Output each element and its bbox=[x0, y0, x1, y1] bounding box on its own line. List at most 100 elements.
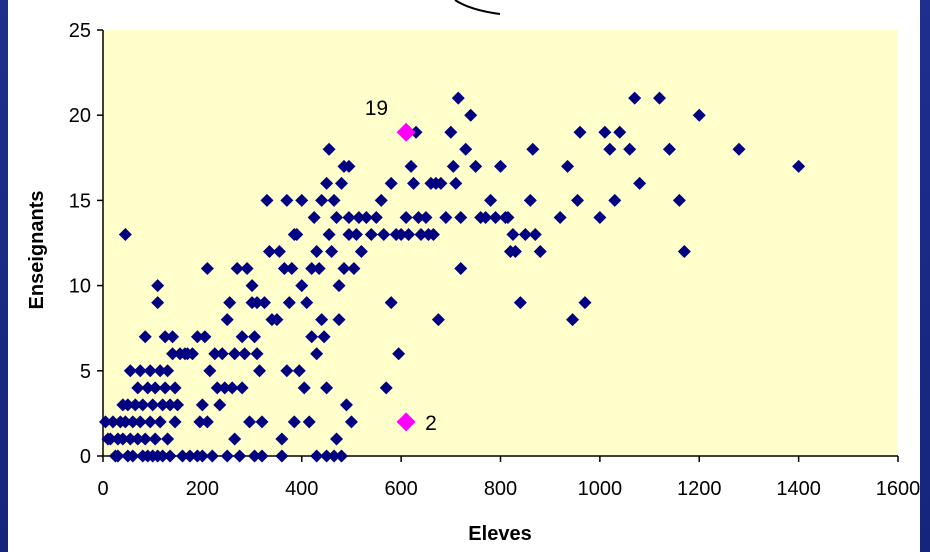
data-point bbox=[335, 176, 348, 190]
data-point bbox=[402, 227, 416, 241]
data-point bbox=[312, 262, 326, 276]
data-point bbox=[523, 193, 537, 207]
data-point bbox=[255, 449, 269, 463]
data-point bbox=[230, 262, 244, 276]
x-tick-label: 0 bbox=[97, 478, 108, 500]
data-point bbox=[143, 364, 157, 378]
plot-area bbox=[103, 30, 898, 456]
data-point bbox=[285, 262, 299, 276]
data-point bbox=[248, 449, 262, 463]
data-point bbox=[292, 364, 306, 378]
data-point bbox=[277, 262, 291, 276]
data-point bbox=[339, 398, 353, 412]
data-point bbox=[225, 381, 239, 395]
data-point bbox=[168, 415, 182, 429]
data-point bbox=[566, 313, 580, 327]
data-point bbox=[228, 432, 242, 446]
data-point bbox=[342, 227, 356, 241]
data-point bbox=[344, 415, 358, 429]
data-point bbox=[513, 296, 527, 310]
data-point bbox=[121, 398, 135, 412]
data-point bbox=[662, 142, 676, 156]
data-point bbox=[653, 91, 666, 105]
data-point bbox=[103, 432, 117, 446]
data-point bbox=[305, 262, 319, 276]
y-tick-label: 20 bbox=[69, 105, 91, 127]
data-point bbox=[153, 364, 167, 378]
data-point bbox=[240, 262, 254, 276]
data-point bbox=[322, 227, 336, 241]
data-point bbox=[138, 330, 152, 344]
data-point bbox=[208, 347, 222, 361]
data-point bbox=[260, 193, 274, 207]
y-tick-label: 10 bbox=[69, 276, 91, 298]
data-point bbox=[451, 91, 465, 105]
axis-labels: 0 200 400 600 800 1000 1200 1400 1600 0 5 10 15 20 25 1… bbox=[69, 20, 921, 500]
data-point bbox=[166, 347, 180, 361]
data-point bbox=[310, 449, 324, 463]
data-point bbox=[330, 432, 344, 446]
x-axis-title: Eleves bbox=[468, 523, 531, 545]
data-point bbox=[342, 210, 356, 224]
data-point bbox=[571, 193, 585, 207]
x-tick-label: 1600 bbox=[876, 478, 921, 500]
data-point bbox=[354, 245, 368, 259]
y-axis-title: Enseignants bbox=[26, 191, 48, 310]
data-point bbox=[200, 262, 214, 276]
data-point bbox=[210, 381, 224, 395]
data-point bbox=[359, 210, 373, 224]
data-point bbox=[98, 415, 112, 429]
data-point bbox=[349, 227, 363, 241]
data-point bbox=[459, 142, 473, 156]
data-point bbox=[526, 142, 540, 156]
data-point bbox=[379, 381, 393, 395]
data-point bbox=[528, 227, 542, 241]
data-point bbox=[106, 415, 120, 429]
data-point bbox=[193, 415, 207, 429]
data-point bbox=[111, 449, 125, 463]
data-point bbox=[156, 398, 170, 412]
x-tick-label: 800 bbox=[484, 478, 517, 500]
highlight-point bbox=[396, 412, 416, 432]
data-point bbox=[409, 125, 423, 139]
data-point bbox=[141, 381, 155, 395]
data-point bbox=[190, 330, 204, 344]
data-points bbox=[98, 91, 806, 463]
data-point bbox=[628, 91, 642, 105]
x-tick-label: 1200 bbox=[677, 478, 722, 500]
data-point bbox=[364, 227, 378, 241]
x-tick-label: 1400 bbox=[776, 478, 821, 500]
data-point bbox=[223, 296, 237, 310]
data-point bbox=[501, 210, 515, 224]
data-point bbox=[732, 142, 746, 156]
data-point bbox=[198, 330, 212, 344]
data-point bbox=[131, 381, 145, 395]
x-tick-label: 1000 bbox=[578, 478, 623, 500]
data-point bbox=[484, 193, 498, 207]
data-point bbox=[672, 193, 686, 207]
data-point bbox=[250, 347, 264, 361]
data-point bbox=[243, 415, 257, 429]
data-point bbox=[320, 449, 334, 463]
data-point bbox=[310, 347, 324, 361]
data-point bbox=[399, 210, 413, 224]
data-point bbox=[275, 432, 289, 446]
data-point bbox=[677, 245, 691, 259]
data-point bbox=[598, 125, 612, 139]
data-point bbox=[161, 364, 175, 378]
data-point bbox=[238, 347, 252, 361]
data-point bbox=[148, 381, 162, 395]
data-point bbox=[300, 296, 314, 310]
data-point bbox=[185, 347, 199, 361]
data-point bbox=[404, 159, 418, 173]
data-point bbox=[151, 296, 165, 310]
data-point bbox=[608, 193, 622, 207]
data-point bbox=[325, 245, 339, 259]
data-point bbox=[392, 347, 406, 361]
data-point bbox=[489, 210, 503, 224]
data-point bbox=[233, 449, 247, 463]
data-point bbox=[337, 262, 351, 276]
data-point bbox=[156, 449, 170, 463]
data-point bbox=[228, 347, 242, 361]
x-tick-label: 200 bbox=[186, 478, 219, 500]
